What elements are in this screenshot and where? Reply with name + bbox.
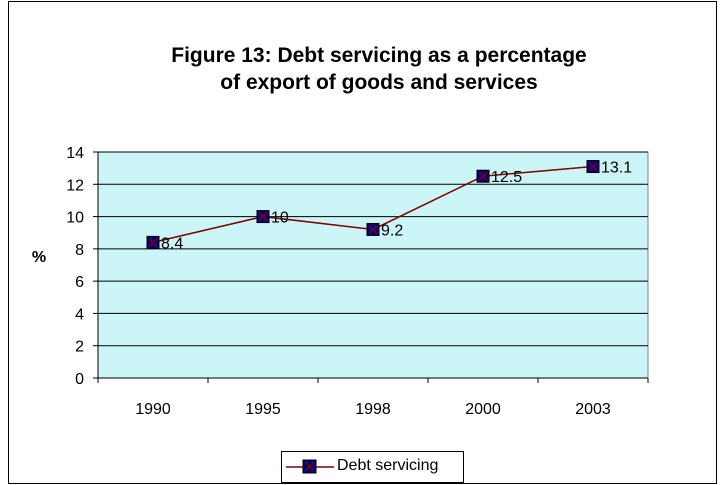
y-tick-label: 10 — [66, 210, 84, 227]
legend-swatch — [286, 459, 334, 474]
data-label: 9.2 — [381, 222, 403, 239]
data-point-cross — [478, 171, 488, 181]
data-label: 8.4 — [161, 235, 183, 252]
x-tick-label: 2003 — [575, 401, 611, 418]
y-tick-label: 2 — [75, 339, 84, 356]
y-tick-label: 0 — [75, 371, 84, 388]
data-point-cross — [368, 224, 378, 235]
legend-label: Debt servicing — [337, 457, 439, 474]
data-label: 10 — [271, 210, 289, 227]
data-point-cross — [258, 212, 268, 222]
chart-title-line-2: of export of goods and services — [220, 71, 538, 94]
y-tick-label: 12 — [66, 177, 84, 194]
data-label: 13.1 — [601, 160, 632, 177]
chart-title: Figure 13: Debt servicing as a percentag… — [49, 42, 709, 96]
plot-area — [97, 151, 649, 379]
data-point-cross — [588, 161, 598, 172]
y-tick-label: 6 — [75, 274, 84, 291]
x-tick-label: 1990 — [135, 401, 171, 418]
y-tick-label: 8 — [75, 242, 84, 259]
y-axis-label: % — [32, 249, 46, 266]
chart-title-line-1: Figure 13: Debt servicing as a percentag… — [171, 44, 587, 67]
y-tick-label: 4 — [75, 306, 84, 323]
x-tick-label: 1998 — [355, 401, 391, 418]
legend: Debt servicing — [281, 451, 464, 483]
data-point-cross — [148, 237, 158, 247]
x-tick-label: 1995 — [245, 401, 281, 418]
y-tick-label: 14 — [66, 145, 84, 162]
x-tick-label: 2000 — [465, 401, 501, 418]
data-label: 12.5 — [491, 169, 522, 186]
